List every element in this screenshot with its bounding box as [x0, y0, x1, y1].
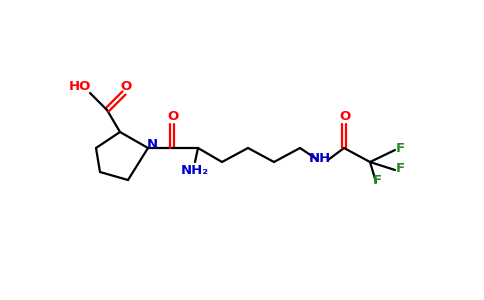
Text: O: O	[339, 110, 350, 124]
Text: HO: HO	[69, 80, 91, 94]
Text: O: O	[121, 80, 132, 92]
Text: N: N	[147, 137, 158, 151]
Text: F: F	[395, 142, 405, 154]
Text: NH₂: NH₂	[181, 164, 209, 178]
Text: F: F	[395, 161, 405, 175]
Text: O: O	[167, 110, 179, 124]
Text: NH: NH	[309, 152, 331, 164]
Text: F: F	[372, 173, 381, 187]
